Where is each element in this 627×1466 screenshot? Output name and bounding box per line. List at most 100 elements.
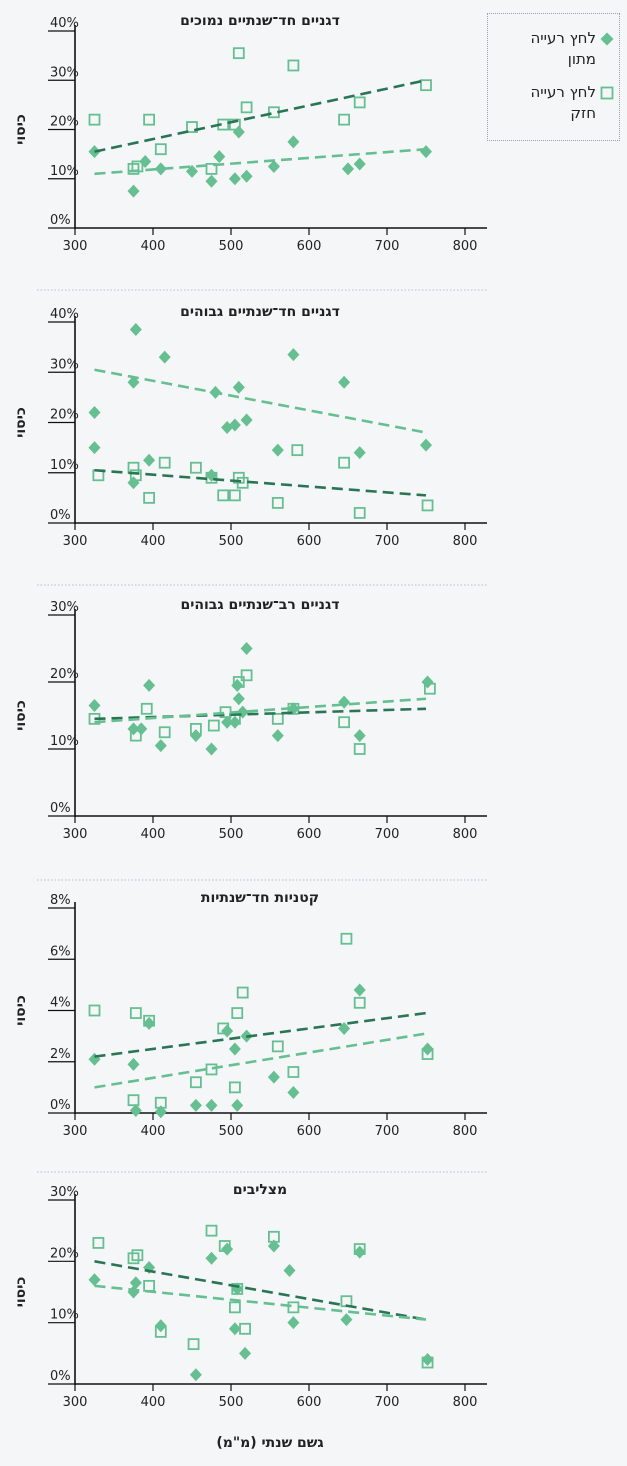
trendline-moderate xyxy=(94,697,427,724)
data-point-moderate xyxy=(338,375,351,389)
data-point-heavy xyxy=(143,1279,156,1292)
x-tick-label: 500 xyxy=(219,534,244,549)
data-point-moderate xyxy=(154,739,167,753)
data-point-heavy xyxy=(240,669,253,682)
data-point-heavy xyxy=(291,444,304,457)
data-point-moderate xyxy=(88,698,101,712)
data-point-heavy xyxy=(340,932,353,945)
data-point-heavy xyxy=(186,121,198,133)
data-point-heavy xyxy=(338,113,351,126)
data-point-heavy xyxy=(88,1004,101,1017)
y-tick-label: 40% xyxy=(50,16,79,31)
data-point-heavy xyxy=(129,729,142,742)
data-point-moderate xyxy=(228,1042,241,1056)
legend-label-heavy-line1: לחץ רעייה xyxy=(530,83,596,101)
data-point-heavy xyxy=(421,1048,434,1060)
y-axis-label: כיסוי xyxy=(13,1277,29,1308)
data-point-moderate xyxy=(287,135,300,149)
data-point-heavy xyxy=(271,496,284,509)
x-tick-label: 700 xyxy=(375,534,400,549)
legend-label-moderate-line1: לחץ רעייה xyxy=(530,29,596,47)
trendline-moderate xyxy=(94,147,427,176)
y-tick-label: 10% xyxy=(50,458,79,473)
legend-label-heavy-line2: חזק xyxy=(570,104,596,122)
data-point-moderate xyxy=(232,692,245,706)
legend-item-moderate: לחץ רעייה מתון xyxy=(492,28,616,72)
data-point-heavy xyxy=(240,101,253,114)
x-tick-label: 400 xyxy=(141,1124,166,1139)
data-point-moderate xyxy=(239,1346,252,1360)
chart-panel-4: 0% 2% 4% 6% 8% 300 400 500 600 700 800 קטניות חד־שנ… xyxy=(13,890,487,1139)
chart-panel-1: 0% 10% 20% 30% 40% 300 400 500 600 700 800 דגניים ח… xyxy=(13,13,487,254)
data-point-heavy xyxy=(232,47,245,60)
y-tick-label: 0% xyxy=(50,1369,71,1384)
data-point-moderate xyxy=(287,1086,300,1099)
data-point-moderate xyxy=(287,1316,300,1330)
data-point-heavy xyxy=(421,499,434,512)
data-point-heavy xyxy=(187,1338,200,1351)
y-tick-label: 30% xyxy=(50,600,79,615)
legend: לחץ רעייה מתון לחץ רעייה חזק xyxy=(487,13,620,141)
legend-item-heavy: לחץ רעייה חזק xyxy=(492,82,616,126)
data-point-moderate xyxy=(240,413,253,427)
data-point-moderate xyxy=(189,1368,202,1382)
data-point-heavy xyxy=(231,1283,244,1295)
data-point-heavy xyxy=(158,456,171,469)
x-tick-label: 300 xyxy=(63,1395,88,1410)
x-tick-label: 700 xyxy=(375,827,400,842)
data-point-moderate xyxy=(340,1313,353,1327)
x-axis-label: גשם שנתי (מ"מ) xyxy=(216,1435,323,1451)
y-tick-label: 4% xyxy=(50,996,71,1011)
data-point-moderate xyxy=(353,729,366,743)
data-point-moderate xyxy=(287,348,300,362)
y-tick-label: 10% xyxy=(50,1308,79,1323)
chart-title: דגניים חד־שנתיים נמוכים xyxy=(180,13,340,29)
data-point-moderate xyxy=(143,678,156,692)
x-tick-label: 600 xyxy=(297,827,322,842)
data-point-moderate xyxy=(342,162,354,176)
data-point-moderate xyxy=(158,350,171,364)
data-point-heavy xyxy=(423,682,436,695)
data-point-moderate xyxy=(189,729,202,743)
data-point-moderate xyxy=(205,174,218,188)
data-point-heavy xyxy=(154,1096,167,1109)
data-point-heavy xyxy=(353,743,366,755)
data-point-moderate xyxy=(271,729,284,743)
data-point-heavy xyxy=(189,723,202,735)
x-tick-label: 500 xyxy=(219,1124,244,1139)
data-point-heavy xyxy=(231,1007,244,1019)
data-point-moderate xyxy=(88,405,101,419)
data-point-heavy xyxy=(143,113,156,126)
data-point-moderate xyxy=(420,438,432,452)
trendline-heavy xyxy=(94,1260,427,1321)
data-point-moderate xyxy=(129,1103,142,1117)
data-point-heavy xyxy=(287,1301,300,1314)
x-tick-label: 800 xyxy=(453,1395,478,1410)
data-point-heavy xyxy=(338,716,351,729)
filled-diamond-icon xyxy=(600,32,614,46)
y-tick-label: 40% xyxy=(50,307,79,322)
x-tick-label: 600 xyxy=(297,534,322,549)
x-tick-label: 700 xyxy=(375,1395,400,1410)
data-point-heavy xyxy=(353,96,366,109)
data-point-moderate xyxy=(88,1273,101,1287)
data-point-moderate xyxy=(228,1322,241,1336)
y-tick-label: 10% xyxy=(50,164,79,179)
data-point-moderate xyxy=(420,145,432,159)
data-point-moderate xyxy=(135,722,148,736)
data-point-heavy xyxy=(143,491,156,504)
data-point-heavy xyxy=(271,1040,284,1053)
data-point-moderate xyxy=(127,184,140,198)
data-point-heavy xyxy=(129,469,142,482)
trendline-moderate xyxy=(94,368,427,434)
data-point-moderate xyxy=(267,159,280,173)
y-tick-label: 30% xyxy=(50,1185,79,1200)
data-point-moderate xyxy=(154,1319,167,1333)
data-point-heavy xyxy=(143,1014,156,1027)
data-point-moderate xyxy=(353,1245,366,1259)
x-tick-label: 500 xyxy=(219,239,244,254)
x-tick-label: 700 xyxy=(375,239,400,254)
data-point-heavy xyxy=(287,59,300,72)
data-point-heavy xyxy=(154,1325,167,1338)
data-point-moderate xyxy=(283,1264,296,1278)
